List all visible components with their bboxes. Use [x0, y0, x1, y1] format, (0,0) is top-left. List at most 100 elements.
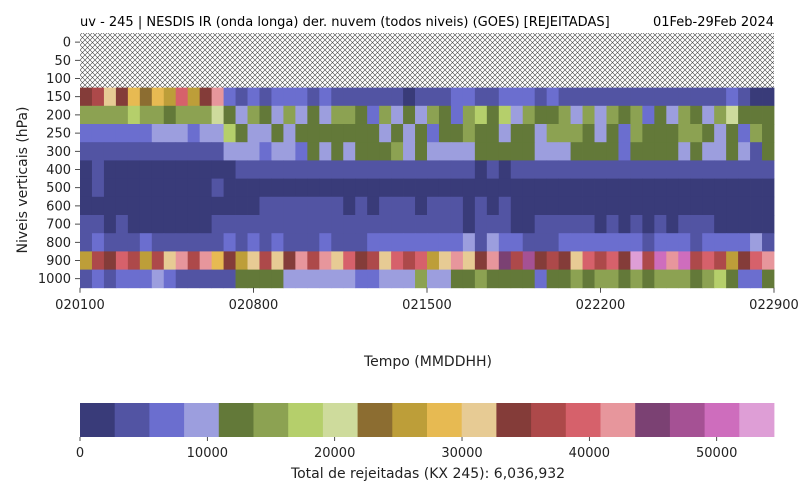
- heatmap-cell: [139, 215, 153, 234]
- heatmap-cell: [438, 269, 452, 289]
- heatmap-cell: [702, 160, 715, 179]
- heatmap-cell: [247, 124, 260, 143]
- heatmap-cell: [307, 251, 320, 270]
- heatmap-cell: [606, 251, 619, 270]
- heatmap-cell: [331, 87, 344, 107]
- heatmap-cell: [187, 251, 201, 270]
- heatmap-cell: [295, 251, 308, 270]
- heatmap-cell: [534, 124, 548, 143]
- heatmap-cell: [546, 87, 560, 107]
- heatmap-cell: [391, 160, 404, 179]
- heatmap-cell: [438, 105, 452, 125]
- heatmap-cell: [283, 142, 296, 161]
- heatmap-cell: [259, 160, 272, 179]
- heatmap-cell: [367, 269, 380, 289]
- heatmap-cell: [690, 178, 703, 198]
- heatmap-cell: [247, 251, 260, 270]
- heatmap-cell: [127, 124, 141, 143]
- y-tick-label: 400: [46, 163, 71, 178]
- heatmap-cell: [319, 233, 332, 252]
- heatmap-cell: [486, 215, 500, 234]
- heatmap-cell: [235, 142, 248, 161]
- heatmap-cell: [103, 178, 117, 198]
- y-tick-label: 800: [46, 236, 71, 251]
- heatmap-cell: [678, 215, 691, 234]
- heatmap-cell: [355, 215, 368, 234]
- heatmap-cell: [199, 215, 213, 234]
- heatmap-cell: [175, 215, 189, 234]
- heatmap-cell: [738, 105, 751, 125]
- missing-data-row: [80, 33, 774, 52]
- heatmap-cell: [690, 196, 703, 216]
- heatmap-cell: [678, 105, 691, 125]
- heatmap-cell: [235, 251, 248, 270]
- heatmap-cell: [642, 124, 655, 143]
- heatmap-cell: [283, 196, 296, 216]
- y-tick-label: 100: [46, 72, 71, 87]
- heatmap-cell: [91, 124, 105, 143]
- y-tick-label: 600: [46, 199, 71, 214]
- heatmap-cell: [283, 251, 296, 270]
- heatmap-cell: [115, 269, 129, 289]
- heatmap-cell: [762, 251, 775, 270]
- heatmap-cell: [462, 178, 476, 198]
- heatmap-cell: [474, 215, 488, 234]
- heatmap-cell: [750, 160, 763, 179]
- heatmap-cell: [666, 251, 679, 270]
- heatmap-cell: [139, 196, 153, 216]
- heatmap-cell: [163, 215, 177, 234]
- heatmap-cell: [714, 196, 727, 216]
- heatmap-cell: [582, 233, 595, 252]
- heatmap-cell: [654, 178, 667, 198]
- heatmap-cell: [271, 160, 284, 179]
- heatmap-cell: [295, 87, 308, 107]
- heatmap-cell: [630, 178, 643, 198]
- heatmap-cell: [223, 215, 236, 234]
- heatmap-cell: [606, 142, 619, 161]
- heatmap-cell: [163, 105, 177, 125]
- heatmap-cell: [391, 215, 404, 234]
- heatmap-cell: [558, 105, 571, 125]
- heatmap-cell: [80, 215, 93, 234]
- heatmap-cell: [223, 178, 236, 198]
- heatmap-cell: [91, 233, 105, 252]
- heatmap-cell: [427, 215, 440, 234]
- heatmap-cell: [127, 178, 141, 198]
- heatmap-cell: [199, 124, 213, 143]
- heatmap-cell: [415, 178, 428, 198]
- heatmap-cell: [415, 160, 428, 179]
- heatmap-cell: [235, 87, 248, 107]
- heatmap-cell: [391, 269, 404, 289]
- heatmap-cell: [690, 160, 703, 179]
- heatmap-cell: [702, 105, 715, 125]
- y-tick-label: 250: [46, 127, 71, 142]
- heatmap-cell: [187, 142, 201, 161]
- heatmap-cell: [403, 196, 416, 216]
- colorbar-segment: [322, 403, 358, 437]
- heatmap-cell: [750, 196, 763, 216]
- heatmap-cell: [223, 124, 236, 143]
- heatmap-cell: [690, 87, 703, 107]
- heatmap-cell: [199, 251, 213, 270]
- heatmap-cell: [175, 178, 189, 198]
- heatmap-cell: [618, 178, 631, 198]
- heatmap-cell: [379, 105, 392, 125]
- heatmap-cell: [618, 251, 631, 270]
- heatmap-cell: [762, 105, 775, 125]
- heatmap-cell: [415, 87, 428, 107]
- x-tick-label: 020100: [55, 298, 105, 313]
- heatmap-cell: [606, 105, 619, 125]
- heatmap-cell: [678, 87, 691, 107]
- heatmap-cell: [319, 196, 332, 216]
- heatmap-cell: [738, 215, 751, 234]
- heatmap-cell: [211, 105, 224, 125]
- heatmap-cell: [618, 124, 631, 143]
- heatmap-cell: [415, 142, 428, 161]
- heatmap-cell: [714, 269, 727, 289]
- heatmap-cell: [163, 142, 177, 161]
- heatmap-cell: [91, 251, 105, 270]
- heatmap-cell: [319, 269, 332, 289]
- heatmap-cell: [139, 160, 153, 179]
- heatmap-cell: [582, 142, 595, 161]
- colorbar-segment: [635, 403, 671, 437]
